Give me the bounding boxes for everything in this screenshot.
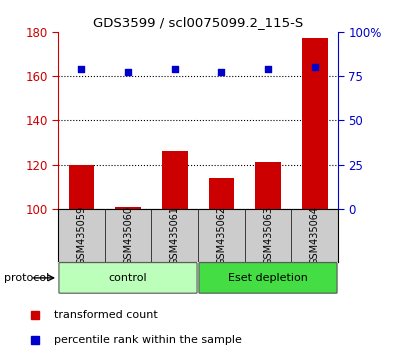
Title: GDS3599 / scl0075099.2_115-S: GDS3599 / scl0075099.2_115-S — [93, 16, 303, 29]
Bar — [255, 162, 281, 209]
FancyBboxPatch shape — [199, 263, 337, 293]
Text: GSM435061: GSM435061 — [170, 206, 180, 265]
Bar — [302, 39, 328, 209]
Text: transformed count: transformed count — [54, 310, 158, 320]
Text: GSM435063: GSM435063 — [263, 206, 273, 265]
Bar — [68, 165, 94, 209]
Text: control: control — [109, 273, 147, 283]
Point — [78, 67, 84, 72]
Text: percentile rank within the sample: percentile rank within the sample — [54, 335, 242, 344]
FancyBboxPatch shape — [59, 263, 197, 293]
Point — [125, 69, 131, 75]
Bar — [208, 178, 234, 209]
Text: Eset depletion: Eset depletion — [228, 273, 308, 283]
Point — [172, 67, 178, 72]
Point — [265, 67, 271, 72]
Text: GSM435060: GSM435060 — [123, 206, 133, 265]
Text: GSM435059: GSM435059 — [76, 206, 86, 265]
Point — [312, 64, 318, 70]
Bar — [162, 152, 188, 209]
Bar — [115, 207, 141, 209]
Text: GSM435064: GSM435064 — [310, 206, 320, 265]
Text: GSM435062: GSM435062 — [216, 206, 226, 265]
Point — [218, 69, 224, 75]
Text: protocol: protocol — [4, 273, 49, 283]
